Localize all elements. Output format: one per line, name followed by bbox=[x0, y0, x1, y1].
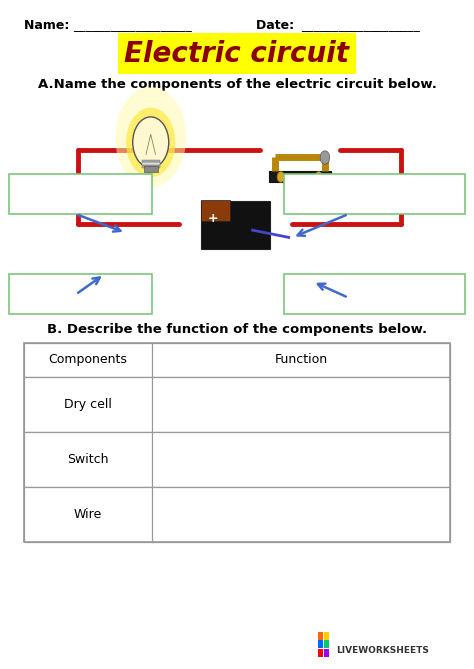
Bar bbox=[324, 632, 329, 640]
Text: LIVEWORKSHEETS: LIVEWORKSHEETS bbox=[337, 646, 429, 655]
Bar bbox=[201, 200, 230, 221]
Text: Date:: Date: bbox=[256, 19, 299, 32]
Bar bbox=[201, 201, 270, 250]
Text: Wire: Wire bbox=[73, 508, 102, 521]
Text: ___________________: ___________________ bbox=[73, 19, 192, 32]
Text: Function: Function bbox=[274, 353, 328, 367]
Bar bbox=[144, 166, 158, 173]
Bar bbox=[284, 174, 465, 214]
Circle shape bbox=[320, 151, 330, 164]
Bar bbox=[24, 343, 450, 377]
Bar bbox=[9, 174, 152, 214]
Bar bbox=[284, 274, 465, 314]
Text: Electric circuit: Electric circuit bbox=[125, 39, 349, 68]
Circle shape bbox=[277, 171, 284, 182]
Text: ___________________: ___________________ bbox=[301, 19, 420, 32]
Text: +: + bbox=[208, 211, 219, 225]
Bar bbox=[24, 487, 450, 542]
Text: Name:: Name: bbox=[24, 19, 73, 32]
Bar bbox=[324, 649, 329, 657]
Circle shape bbox=[115, 87, 186, 187]
Bar bbox=[269, 171, 331, 182]
Text: Components: Components bbox=[48, 353, 127, 367]
Bar bbox=[24, 343, 450, 542]
Bar bbox=[324, 640, 329, 648]
Text: Dry cell: Dry cell bbox=[64, 398, 112, 411]
Bar bbox=[24, 377, 450, 432]
Text: B. Describe the function of the components below.: B. Describe the function of the componen… bbox=[47, 322, 427, 336]
Bar bbox=[24, 432, 450, 487]
Circle shape bbox=[133, 117, 169, 168]
Bar bbox=[142, 165, 160, 168]
Bar bbox=[142, 160, 160, 163]
Bar bbox=[318, 632, 323, 640]
Circle shape bbox=[315, 171, 322, 182]
Bar bbox=[318, 649, 323, 657]
Bar bbox=[9, 274, 152, 314]
Bar bbox=[142, 163, 160, 165]
Text: A.Name the components of the electric circuit below.: A.Name the components of the electric ci… bbox=[37, 78, 437, 91]
Circle shape bbox=[126, 108, 175, 177]
Bar bbox=[318, 640, 323, 648]
Text: Switch: Switch bbox=[67, 453, 109, 466]
